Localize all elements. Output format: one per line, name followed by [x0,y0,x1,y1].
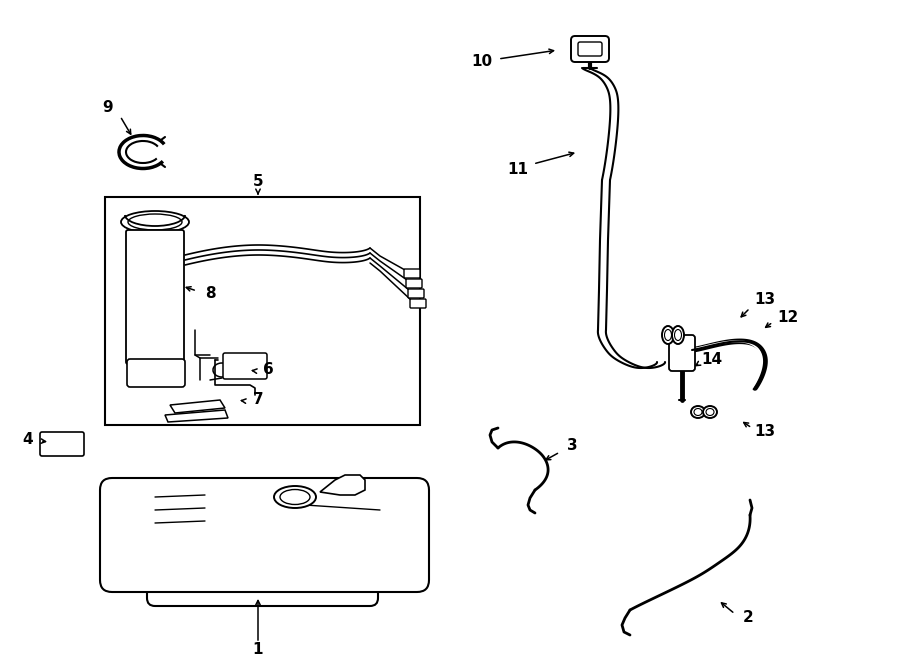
Ellipse shape [706,408,714,416]
FancyBboxPatch shape [100,478,429,592]
Text: 4: 4 [22,432,33,447]
FancyBboxPatch shape [223,353,267,379]
Text: 10: 10 [472,54,492,69]
Ellipse shape [128,214,182,230]
Polygon shape [170,400,225,413]
Text: 9: 9 [103,100,113,116]
FancyBboxPatch shape [406,279,422,288]
FancyBboxPatch shape [669,335,695,371]
Ellipse shape [703,406,717,418]
FancyBboxPatch shape [147,562,378,606]
Text: 8: 8 [204,286,215,301]
Text: 1: 1 [253,642,263,658]
Text: 13: 13 [754,424,776,440]
Text: 14: 14 [701,352,723,368]
Ellipse shape [672,326,684,344]
Ellipse shape [274,486,316,508]
Ellipse shape [280,490,310,504]
Bar [105,197,420,425]
FancyBboxPatch shape [40,432,84,456]
Text: 13: 13 [754,293,776,307]
Ellipse shape [691,406,705,418]
FancyBboxPatch shape [127,359,185,387]
Text: 3: 3 [567,438,577,453]
Text: 11: 11 [508,163,528,178]
FancyBboxPatch shape [578,42,602,56]
FancyBboxPatch shape [404,269,420,278]
Text: 2: 2 [742,611,753,625]
FancyBboxPatch shape [126,230,184,364]
Polygon shape [165,410,228,422]
Ellipse shape [694,408,702,416]
Text: 7: 7 [253,393,264,407]
Polygon shape [320,475,365,495]
FancyBboxPatch shape [410,299,426,308]
Text: 6: 6 [263,362,274,377]
Ellipse shape [674,329,681,340]
Text: 12: 12 [778,311,798,325]
FancyBboxPatch shape [408,289,424,298]
Ellipse shape [662,326,674,344]
Text: 5: 5 [253,175,264,190]
FancyBboxPatch shape [571,36,609,62]
Ellipse shape [121,211,189,233]
Ellipse shape [664,329,671,340]
